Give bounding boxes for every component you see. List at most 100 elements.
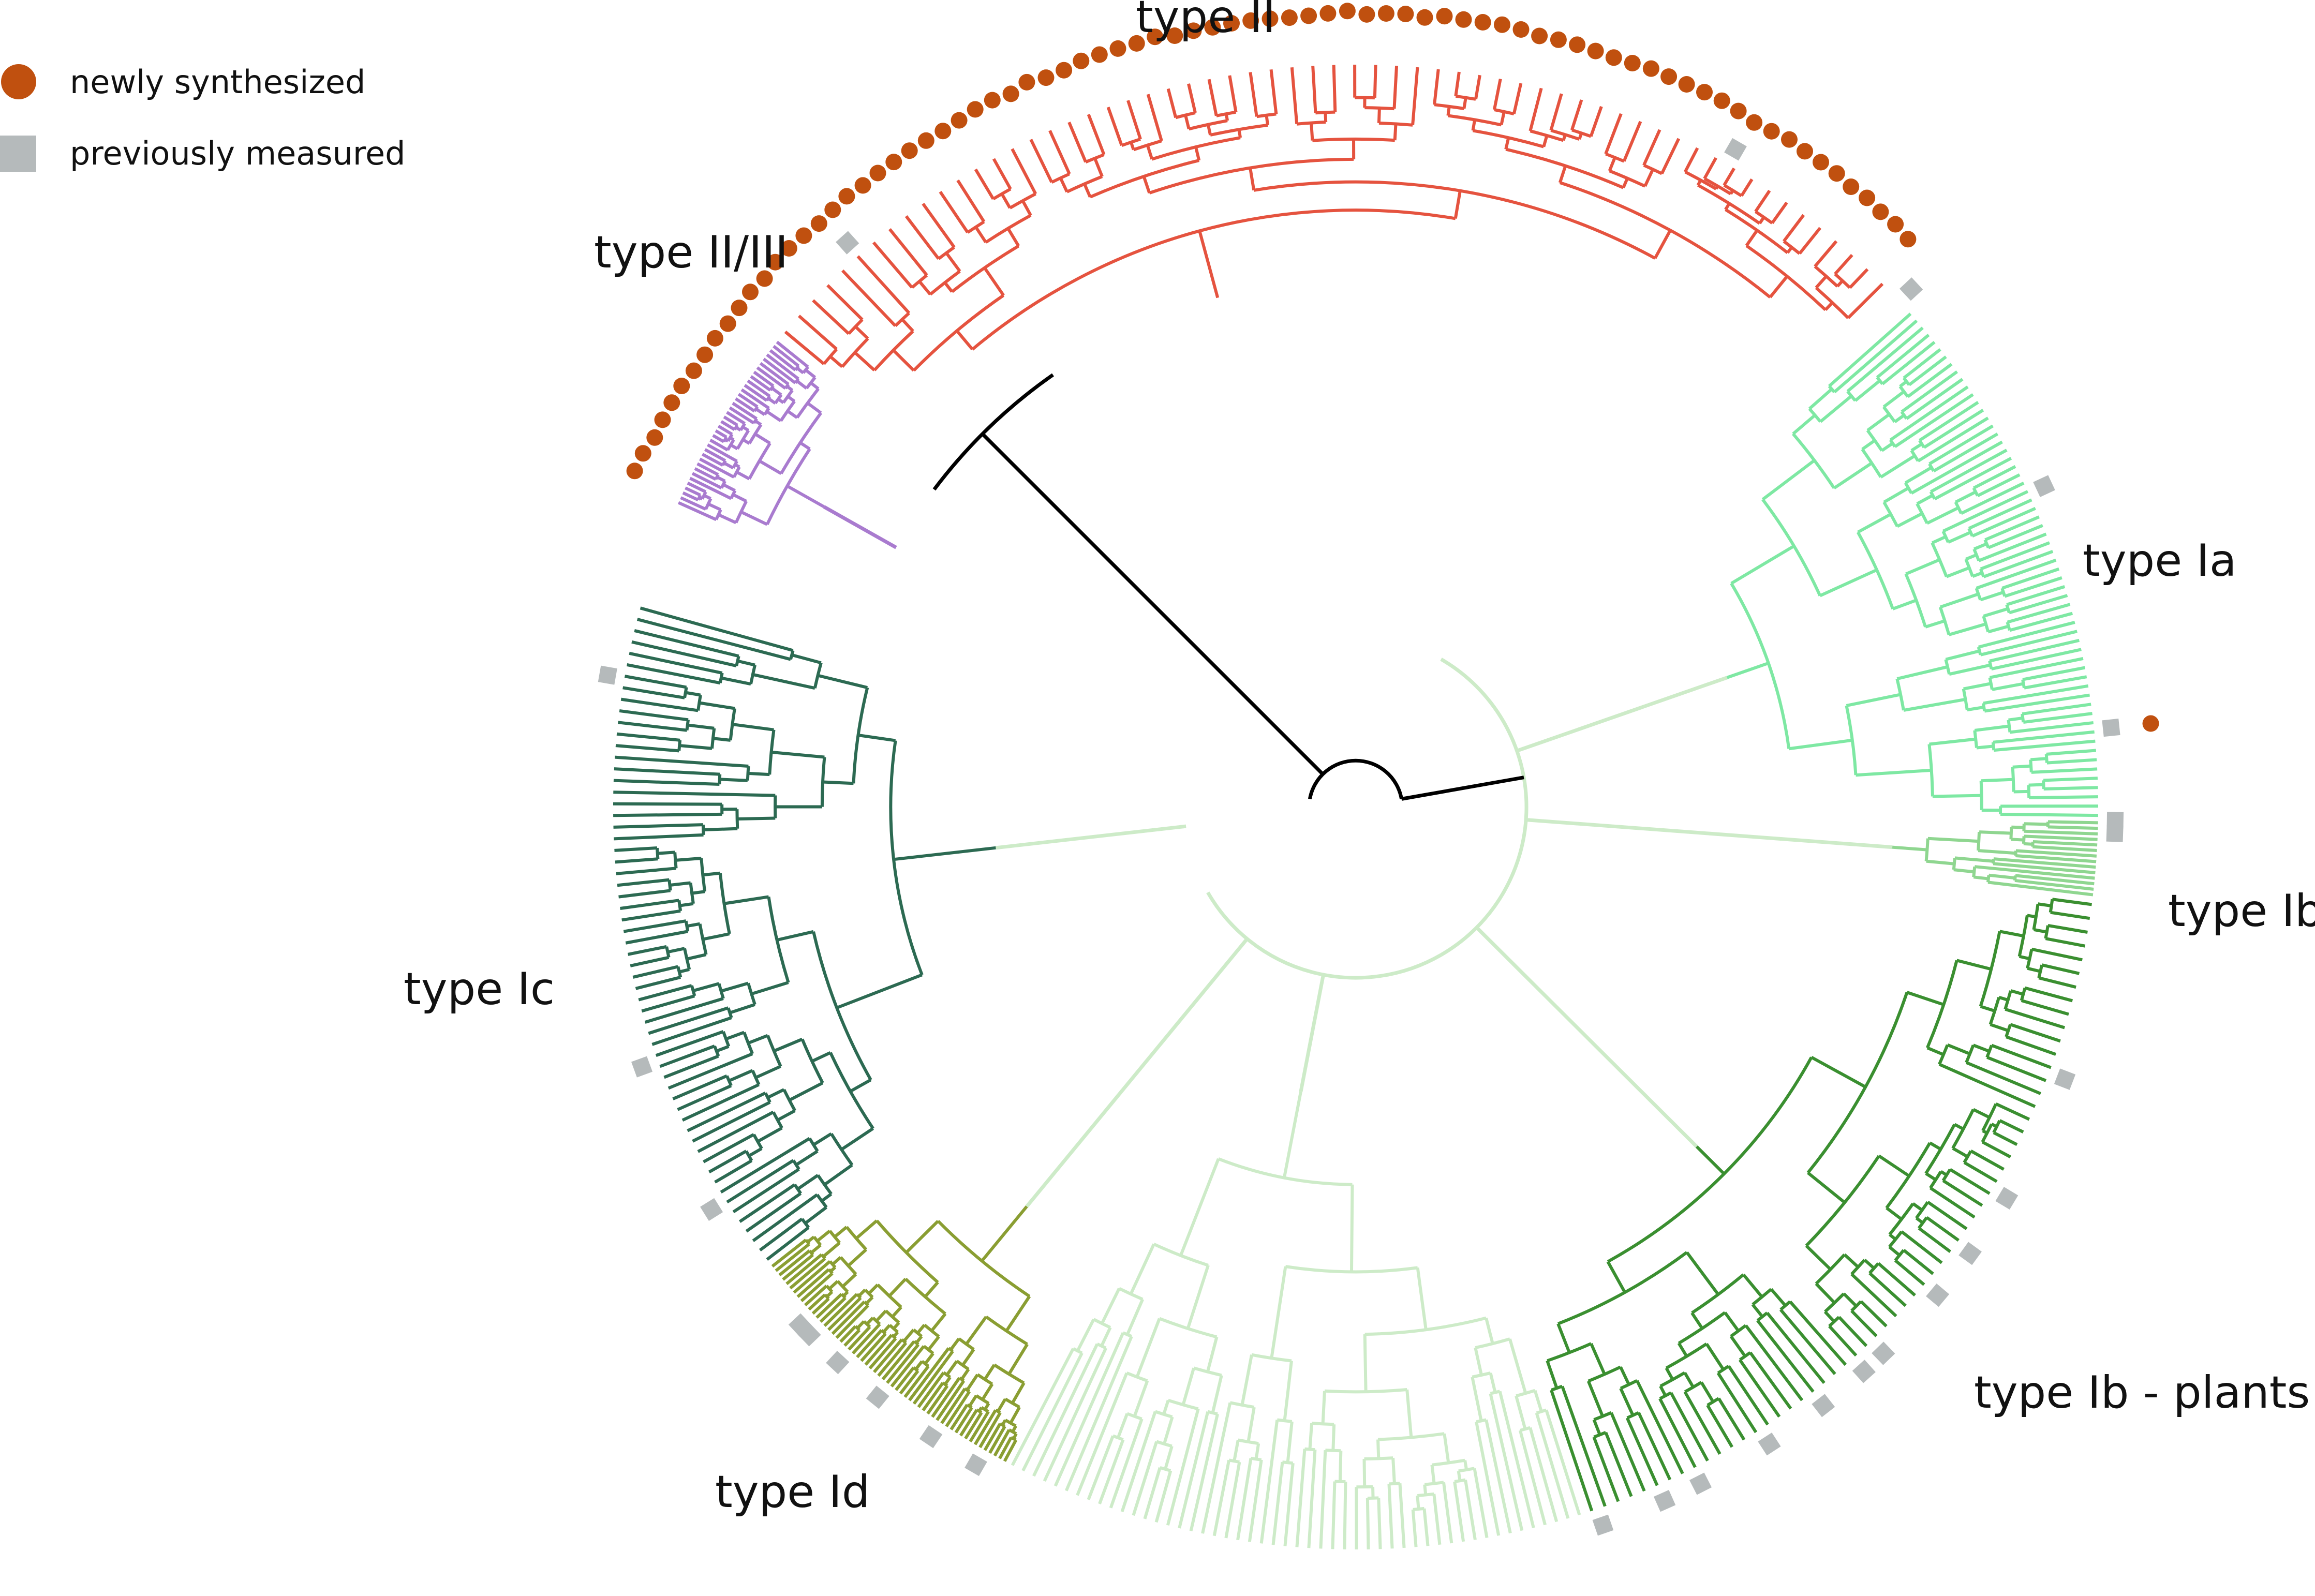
newly-synthesized-marker (1642, 60, 1659, 77)
newly-synthesized-marker (838, 188, 855, 205)
internal-branch (981, 1205, 1028, 1262)
internal-branch (1954, 856, 1994, 863)
leaf-branch (922, 1382, 944, 1412)
leaf-branch (1907, 363, 1953, 398)
internal-branch (1474, 1347, 1483, 1376)
internal-branch (1861, 439, 1876, 451)
internal-branch (1142, 175, 1151, 194)
internal-arc (1868, 1262, 1880, 1274)
leaf-branch (2041, 963, 2080, 975)
internal-branch (1391, 1457, 1396, 1484)
leaf-branch (613, 790, 776, 797)
leaf-branch (1003, 1439, 1018, 1462)
internal-arc (1723, 184, 1743, 198)
internal-branch (752, 673, 815, 690)
internal-branch (1948, 622, 1986, 636)
internal-arc (2029, 759, 2033, 773)
leaf-branch (1727, 1365, 1769, 1426)
leaf-branch (2022, 666, 2086, 681)
internal-branch (1769, 275, 1789, 299)
newly-synthesized-marker (756, 270, 773, 287)
leaf-branch (895, 1366, 915, 1391)
internal-branch (1485, 1317, 1494, 1344)
internal-branch (732, 493, 747, 503)
internal-branch (1792, 414, 1816, 435)
internal-arc (1659, 1391, 1672, 1400)
leaf-branch (1949, 1168, 1991, 1195)
internal-arc (1861, 448, 1882, 478)
leaf-branch (2038, 976, 2076, 989)
internal-branch (1586, 1380, 1605, 1417)
leaf-branch (1343, 1482, 1347, 1549)
leaf-branch (1972, 465, 2016, 490)
internal-branch (1093, 157, 1104, 177)
internal-branch (692, 982, 720, 992)
internal-branch (1819, 568, 1878, 598)
internal-branch (1978, 849, 2016, 855)
internal-branch (737, 816, 776, 821)
label-type-ia: type Ia (2083, 535, 2237, 587)
internal-arc (1717, 1365, 1730, 1375)
internal-branch (795, 1150, 819, 1167)
leaf-branch (926, 1385, 949, 1415)
leaf-branch (680, 496, 707, 511)
internal-branch (810, 381, 820, 390)
internal-arc (1902, 377, 1910, 386)
internal-branch (1863, 1259, 1875, 1270)
internal-branch (1100, 1288, 1121, 1324)
internal-arc (1988, 661, 1993, 669)
leaf-branch (1549, 93, 1563, 131)
internal-arc (1824, 1292, 1845, 1313)
leaf-branch (682, 491, 699, 502)
internal-branch (840, 1127, 874, 1151)
newly-synthesized-marker (1073, 52, 1090, 69)
leaf-branch (1561, 1385, 1607, 1507)
leaf-branch (1833, 319, 1918, 394)
internal-branch (1416, 1267, 1428, 1330)
internal-arc (745, 1150, 753, 1162)
newly-synthesized-marker (1569, 36, 1586, 53)
leaf-branch (1392, 66, 1399, 109)
leaf-branch (613, 779, 720, 786)
internal-branch (1021, 200, 1032, 216)
internal-arc (802, 366, 809, 374)
leaf-branch (1905, 378, 1964, 420)
leaf-branch (903, 1365, 930, 1398)
leaf-branch (1377, 1498, 1382, 1549)
leaf-branch (1475, 1421, 1501, 1536)
leaf-branch (1881, 340, 1936, 385)
internal-branch (1683, 1371, 1695, 1388)
leaf-branch (890, 1345, 925, 1388)
leaf-branch (827, 1296, 862, 1331)
internal-branch (759, 459, 782, 475)
leaf-branch (1925, 1216, 1960, 1242)
internal-arc (1834, 273, 1851, 289)
leaf-branch (2010, 721, 2094, 734)
internal-branch (892, 349, 915, 372)
internal-branch (1916, 494, 1934, 505)
newly-synthesized-marker (1436, 8, 1453, 25)
leaf-branch (651, 1016, 732, 1046)
previously-measured-marker (1958, 1242, 1982, 1265)
internal-branch (1453, 190, 1462, 219)
leaf-branch (856, 1329, 883, 1359)
internal-branch (1622, 177, 1629, 189)
root-branch-right (1401, 775, 1524, 801)
root-upper-arc (932, 373, 1055, 491)
internal-branch (1695, 1145, 1726, 1175)
internal-branch (721, 676, 751, 686)
internal-branch (930, 1312, 947, 1332)
leaf-branch (756, 366, 786, 390)
leaf-branch (1706, 1404, 1734, 1448)
internal-branch (1179, 1158, 1220, 1256)
internal-branch (1947, 1043, 1971, 1055)
leaf-branch (1738, 1359, 1781, 1418)
internal-branch (740, 510, 768, 526)
internal-arc (828, 1260, 837, 1269)
leaf-branch (2031, 947, 2083, 962)
internal-branch (1904, 466, 1933, 484)
clade-unlabeled (1011, 1091, 1581, 1550)
internal-branch (927, 1335, 940, 1351)
newly-synthesized-marker (1455, 11, 1472, 28)
leaf-branch (1132, 1441, 1159, 1516)
